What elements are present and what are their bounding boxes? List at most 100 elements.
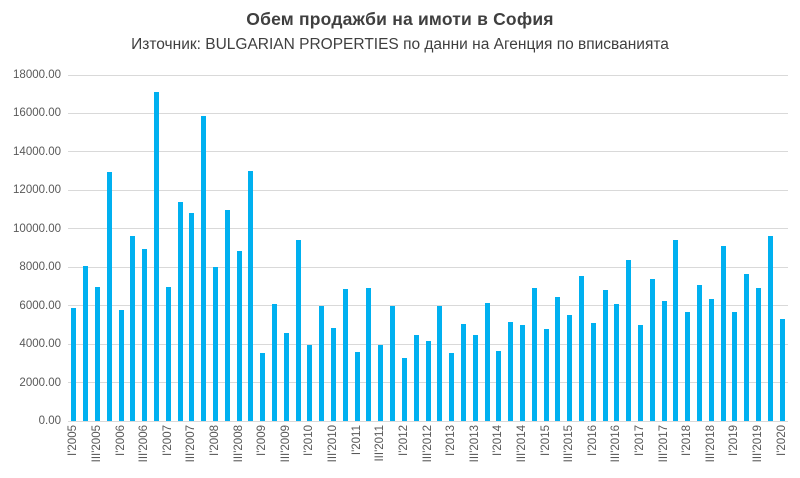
x-tick-label: I'2015 (539, 425, 552, 456)
x-tick-label: I'2006 (114, 425, 127, 456)
bar (401, 357, 407, 421)
y-tick-label: 12000.00 (13, 184, 61, 197)
x-tick-label: III'2017 (657, 425, 670, 463)
bar (142, 248, 148, 421)
bar (71, 307, 77, 421)
x-tick-label: III'2012 (421, 425, 434, 463)
x-tick-label: I'2017 (633, 425, 646, 456)
bar (106, 172, 112, 421)
bar (154, 92, 160, 421)
y-tick-label: 4000.00 (19, 338, 61, 351)
bar (767, 236, 773, 421)
bar (342, 289, 348, 421)
x-tick-label: III'2018 (704, 425, 717, 463)
bar (590, 322, 596, 421)
bar (201, 116, 207, 421)
gridline (68, 74, 788, 76)
x-tick-label: I'2013 (445, 425, 458, 456)
x-tick-label: III'2013 (468, 425, 481, 463)
bar (508, 322, 514, 421)
bar (83, 266, 89, 421)
bar (437, 305, 443, 421)
bar (307, 345, 313, 421)
bar (484, 302, 490, 421)
bar (637, 324, 643, 421)
bar (720, 246, 726, 421)
bar (732, 312, 738, 421)
x-tick-label: III'2006 (138, 425, 151, 463)
bar (354, 351, 360, 421)
bar (460, 323, 466, 421)
y-tick-label: 8000.00 (19, 261, 61, 274)
x-tick-label: III'2016 (610, 425, 623, 463)
bar (130, 236, 136, 421)
bar (555, 297, 561, 421)
bar (236, 250, 242, 421)
bar (779, 319, 785, 421)
bar (673, 240, 679, 421)
bar (224, 209, 230, 421)
x-tick-label: I'2012 (397, 425, 410, 456)
bar (378, 345, 384, 421)
x-tick-label: III'2014 (515, 425, 528, 463)
bar (602, 290, 608, 421)
bar (626, 259, 632, 421)
plot-area (68, 74, 788, 422)
x-tick-label: III'2019 (751, 425, 764, 463)
gridline (68, 305, 788, 307)
bar (661, 300, 667, 421)
x-tick-label: I'2020 (775, 425, 788, 456)
y-tick-label: 0.00 (38, 415, 61, 427)
bar (319, 305, 325, 421)
bar (614, 303, 620, 421)
bar (118, 309, 124, 421)
gridline (68, 420, 788, 422)
bar (567, 315, 573, 421)
bar (578, 275, 584, 421)
bar (177, 201, 183, 421)
y-tick-label: 14000.00 (13, 145, 61, 158)
bar (472, 335, 478, 421)
chart-title: Обем продажби на имоти в София (246, 9, 554, 29)
gridline (68, 189, 788, 191)
x-tick-label: I'2019 (728, 425, 741, 456)
x-tick-label: I'2005 (67, 425, 80, 456)
x-tick-label: I'2016 (586, 425, 599, 456)
y-tick-label: 6000.00 (19, 299, 61, 312)
y-tick-label: 10000.00 (13, 222, 61, 235)
gridline (68, 112, 788, 114)
bar (95, 287, 100, 421)
bar (331, 327, 337, 421)
bar (425, 341, 431, 421)
y-tick-label: 2000.00 (19, 376, 61, 389)
bar (496, 350, 502, 421)
bar (390, 305, 396, 421)
bar (744, 273, 750, 421)
bar (696, 284, 702, 421)
bar (649, 278, 655, 421)
x-tick-label: I'2010 (303, 425, 316, 456)
bar (543, 328, 549, 421)
bar (283, 332, 289, 421)
x-tick-label: III'2008 (232, 425, 245, 463)
bar (685, 312, 691, 421)
x-tick-label: III'2009 (279, 425, 292, 463)
bar (519, 324, 525, 421)
bar (708, 298, 714, 421)
chart-subtitle: Източник: BULGARIAN PROPERTIES по данни … (131, 36, 669, 53)
bar (165, 287, 171, 421)
bar (248, 171, 254, 421)
x-tick-label: I'2008 (209, 425, 222, 456)
y-tick-label: 16000.00 (13, 107, 61, 120)
bar (272, 303, 278, 421)
x-tick-label: I'2007 (161, 425, 174, 456)
bar (260, 352, 266, 421)
x-tick-label: III'2007 (185, 425, 198, 463)
gridline (68, 266, 788, 268)
x-tick-label: III'2010 (327, 425, 340, 463)
bar (755, 288, 761, 421)
bar (213, 267, 219, 421)
gridline (68, 151, 788, 153)
x-tick-label: I'2011 (350, 425, 363, 456)
